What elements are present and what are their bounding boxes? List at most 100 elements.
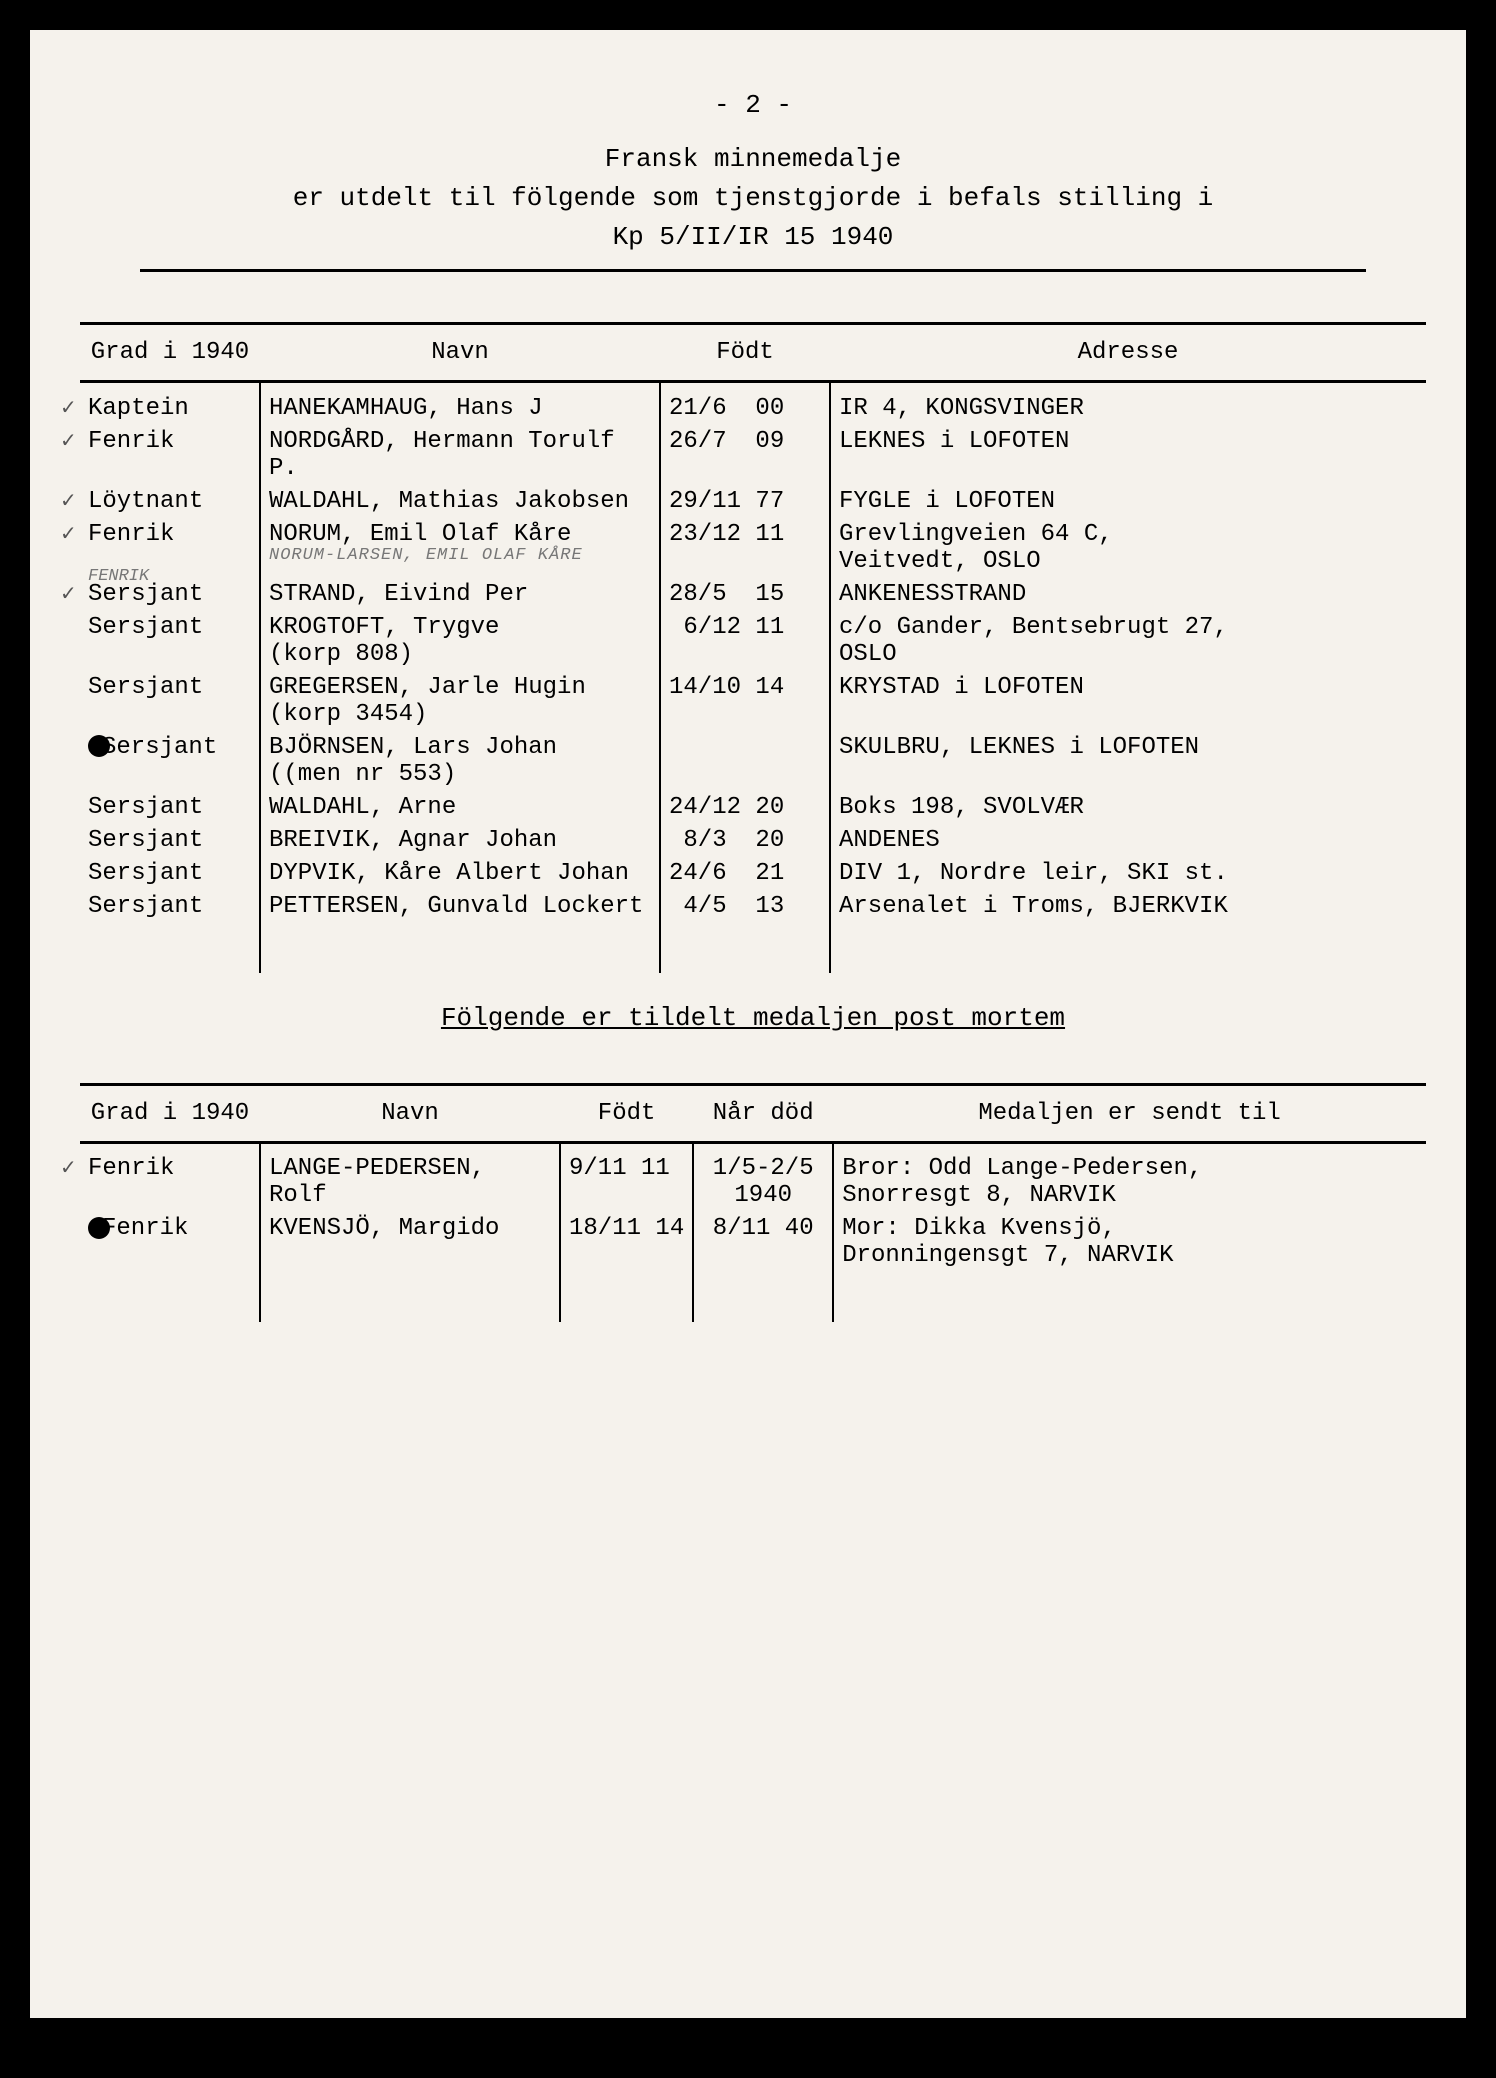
document-page: - 2 - Fransk minnemedalje er utdelt til … (30, 30, 1466, 2018)
table-row: ✓FenrikNORDGÅRD, Hermann Torulf P.26/7 0… (80, 425, 1426, 485)
cell-grad: Sersjant (80, 671, 260, 731)
checkmark-icon: ✓ (60, 581, 77, 607)
pencil-annotation: NORUM-LARSEN, EMIL OLAF KÅRE (269, 546, 651, 565)
table-row: ✓FenrikNORUM, Emil Olaf KåreNORUM-LARSEN… (80, 518, 1426, 578)
checkmark-icon: ✓ (60, 428, 77, 454)
cell-fodt: 28/5 15 (660, 578, 830, 611)
table-row: SersjantBJÖRNSEN, Lars Johan ((men nr 55… (80, 731, 1426, 791)
cell-navn: WALDAHL, Arne (260, 791, 660, 824)
cell-dod: 1/5-2/5 1940 (693, 1152, 833, 1212)
cell-grad: ✓FENRIKSersjant (80, 578, 260, 611)
column-header-fodt: Födt (560, 1084, 693, 1142)
cell-navn: WALDAHL, Mathias Jakobsen (260, 485, 660, 518)
column-header-adresse: Adresse (830, 324, 1426, 382)
cell-medal-sent: Mor: Dikka Kvensjö, Dronningensgt 7, NAR… (833, 1212, 1426, 1272)
cell-fodt: 4/5 13 (660, 890, 830, 923)
header-line-2: er utdelt til fölgende som tjenstgjorde … (80, 179, 1426, 218)
table-row: SersjantGREGERSEN, Jarle Hugin (korp 345… (80, 671, 1426, 731)
page-number: - 2 - (80, 90, 1426, 120)
table-row: FenrikKVENSJÖ, Margido18/11 148/11 40Mor… (80, 1212, 1426, 1272)
cell-adresse: Grevlingveien 64 C, Veitvedt, OSLO (830, 518, 1426, 578)
medal-recipients-table: Grad i 1940 Navn Födt Adresse ✓KapteinHA… (80, 322, 1426, 973)
column-header-medal: Medaljen er sendt til (833, 1084, 1426, 1142)
cell-fodt: 6/12 11 (660, 611, 830, 671)
post-mortem-table: Grad i 1940 Navn Födt Når död Medaljen e… (80, 1083, 1426, 1323)
cell-grad: ✓Löytnant (80, 485, 260, 518)
cell-navn: DYPVIK, Kåre Albert Johan (260, 857, 660, 890)
cell-adresse: LEKNES i LOFOTEN (830, 425, 1426, 485)
cell-navn: KVENSJÖ, Margido (260, 1212, 560, 1272)
column-header-navn: Navn (260, 1084, 560, 1142)
checkmark-icon: ✓ (60, 521, 77, 547)
cell-grad: Sersjant (80, 890, 260, 923)
table-row: SersjantWALDAHL, Arne24/12 20Boks 198, S… (80, 791, 1426, 824)
cell-grad: Sersjant (80, 611, 260, 671)
cell-adresse: ANDENES (830, 824, 1426, 857)
table-row: ✓FenrikLANGE-PEDERSEN, Rolf9/11 111/5-2/… (80, 1152, 1426, 1212)
cell-grad: Sersjant (80, 731, 260, 791)
cell-navn: BJÖRNSEN, Lars Johan ((men nr 553) (260, 731, 660, 791)
cell-grad: Sersjant (80, 857, 260, 890)
header-line-1: Fransk minnemedalje (80, 140, 1426, 179)
cell-navn: LANGE-PEDERSEN, Rolf (260, 1152, 560, 1212)
header-rule (140, 269, 1366, 272)
cell-navn: NORDGÅRD, Hermann Torulf P. (260, 425, 660, 485)
cell-adresse: c/o Gander, Bentsebrugt 27, OSLO (830, 611, 1426, 671)
cell-navn: NORUM, Emil Olaf KåreNORUM-LARSEN, EMIL … (260, 518, 660, 578)
checkmark-icon: ✓ (60, 1155, 77, 1181)
cell-navn: STRAND, Eivind Per (260, 578, 660, 611)
document-header: Fransk minnemedalje er utdelt til fölgen… (80, 140, 1426, 257)
table-row: ✓KapteinHANEKAMHAUG, Hans J21/6 00IR 4, … (80, 392, 1426, 425)
cell-fodt (660, 731, 830, 791)
table-row: SersjantDYPVIK, Kåre Albert Johan24/6 21… (80, 857, 1426, 890)
cell-grad: ✓Fenrik (80, 425, 260, 485)
cell-adresse: Arsenalet i Troms, BJERKVIK (830, 890, 1426, 923)
cell-fodt: 14/10 14 (660, 671, 830, 731)
table-row: ✓FENRIKSersjantSTRAND, Eivind Per28/5 15… (80, 578, 1426, 611)
cell-adresse: DIV 1, Nordre leir, SKI st. (830, 857, 1426, 890)
cell-grad: Fenrik (80, 1212, 260, 1272)
column-header-grad: Grad i 1940 (80, 324, 260, 382)
checkmark-icon: ✓ (60, 395, 77, 421)
cell-navn: GREGERSEN, Jarle Hugin (korp 3454) (260, 671, 660, 731)
cell-navn: PETTERSEN, Gunvald Lockert (260, 890, 660, 923)
column-header-navn: Navn (260, 324, 660, 382)
cell-adresse: IR 4, KONGSVINGER (830, 392, 1426, 425)
column-header-fodt: Födt (660, 324, 830, 382)
cell-grad: ✓Fenrik (80, 1152, 260, 1212)
cell-fodt: 24/12 20 (660, 791, 830, 824)
header-line-3: Kp 5/II/IR 15 1940 (80, 218, 1426, 257)
cell-adresse: ANKENESSTRAND (830, 578, 1426, 611)
table-header-row: Grad i 1940 Navn Födt Adresse (80, 324, 1426, 382)
cell-fodt: 29/11 77 (660, 485, 830, 518)
cell-adresse: KRYSTAD i LOFOTEN (830, 671, 1426, 731)
cell-medal-sent: Bror: Odd Lange-Pedersen, Snorresgt 8, N… (833, 1152, 1426, 1212)
cell-fodt: 21/6 00 (660, 392, 830, 425)
cell-grad: Sersjant (80, 791, 260, 824)
column-header-grad: Grad i 1940 (80, 1084, 260, 1142)
table-row: ✓LöytnantWALDAHL, Mathias Jakobsen29/11 … (80, 485, 1426, 518)
cell-grad: ✓Kaptein (80, 392, 260, 425)
cell-fodt: 18/11 14 (560, 1212, 693, 1272)
cell-fodt: 23/12 11 (660, 518, 830, 578)
checkmark-icon: ✓ (60, 488, 77, 514)
column-header-dod: Når död (693, 1084, 833, 1142)
cell-fodt: 9/11 11 (560, 1152, 693, 1212)
cell-grad: Sersjant (80, 824, 260, 857)
table-header-row: Grad i 1940 Navn Födt Når död Medaljen e… (80, 1084, 1426, 1142)
cell-adresse: FYGLE i LOFOTEN (830, 485, 1426, 518)
cell-dod: 8/11 40 (693, 1212, 833, 1272)
table-row: SersjantPETTERSEN, Gunvald Lockert 4/5 1… (80, 890, 1426, 923)
table-row: SersjantBREIVIK, Agnar Johan 8/3 20ANDEN… (80, 824, 1426, 857)
table-row: SersjantKROGTOFT, Trygve (korp 808) 6/12… (80, 611, 1426, 671)
cell-adresse: Boks 198, SVOLVÆR (830, 791, 1426, 824)
cell-navn: HANEKAMHAUG, Hans J (260, 392, 660, 425)
pencil-annotation: FENRIK (88, 567, 149, 586)
cell-fodt: 26/7 09 (660, 425, 830, 485)
cell-adresse: SKULBRU, LEKNES i LOFOTEN (830, 731, 1426, 791)
cell-fodt: 8/3 20 (660, 824, 830, 857)
cell-navn: KROGTOFT, Trygve (korp 808) (260, 611, 660, 671)
cell-navn: BREIVIK, Agnar Johan (260, 824, 660, 857)
post-mortem-subtitle: Fölgende er tildelt medaljen post mortem (80, 1003, 1426, 1033)
cell-fodt: 24/6 21 (660, 857, 830, 890)
